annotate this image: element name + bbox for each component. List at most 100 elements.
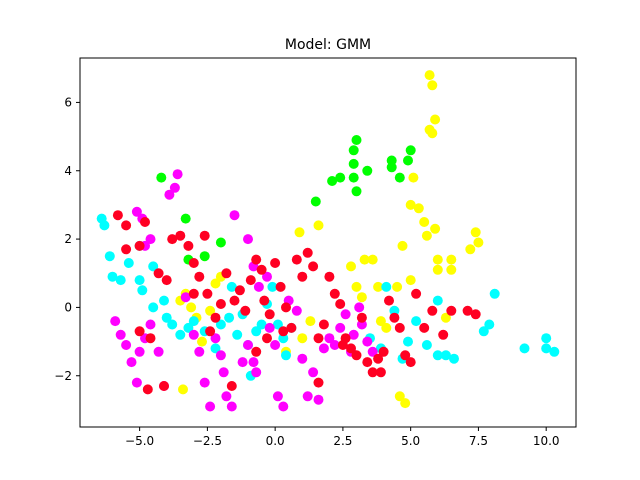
scatter-point [145, 319, 156, 330]
scatter-point [313, 220, 324, 231]
scatter-point [180, 213, 191, 224]
y-axis: −2 0 2 4 6 [54, 95, 80, 383]
scatter-point [278, 333, 289, 344]
scatter-point [367, 254, 378, 265]
scatter-point [432, 350, 443, 361]
scatter-point [470, 227, 481, 238]
scatter-point [381, 322, 392, 333]
scatter-point [137, 285, 148, 296]
scatter-point [134, 346, 145, 357]
scatter-point [346, 261, 356, 272]
scatter-point [205, 305, 216, 316]
scatter-point [251, 254, 262, 265]
scatter-point [400, 398, 411, 409]
scatter-point [270, 258, 281, 268]
scatter-point [243, 340, 253, 350]
scatter-point [419, 217, 430, 227]
scatter-point [226, 281, 237, 292]
scatter-point [291, 254, 302, 265]
y-tick-label: 6 [64, 95, 72, 109]
scatter-point [318, 343, 329, 354]
scatter-point [389, 305, 400, 316]
scatter-point [470, 309, 481, 320]
scatter-point [251, 367, 262, 378]
x-tick-label: 7.5 [469, 434, 488, 448]
scatter-point [478, 326, 489, 337]
scatter-point [180, 292, 191, 303]
scatter-point [362, 336, 373, 347]
scatter-point [394, 322, 405, 333]
scatter-point [115, 275, 126, 286]
scatter-point [432, 254, 443, 265]
scatter-point [403, 155, 413, 166]
scatter-point [153, 346, 164, 357]
scatter-point [403, 336, 413, 347]
scatter-point [161, 312, 172, 323]
scatter-point [438, 329, 449, 340]
scatter-point [427, 128, 438, 139]
scatter-point [367, 367, 378, 378]
scatter-point [351, 350, 362, 361]
scatter-point [440, 350, 451, 361]
scatter-point [440, 312, 451, 323]
scatter-point [446, 305, 457, 316]
scatter-point [381, 281, 392, 292]
scatter-point [351, 135, 362, 145]
scatter-point [202, 288, 213, 299]
y-tick-label: 0 [64, 300, 72, 314]
scatter-point [297, 271, 308, 282]
scatter-point [188, 288, 199, 299]
scatter-point [351, 186, 362, 197]
scatter-point [356, 292, 367, 303]
scatter-point [335, 322, 346, 333]
scatter-point [226, 381, 237, 391]
scatter-point [354, 302, 365, 313]
scatter-point [411, 316, 422, 327]
scatter-point [449, 353, 459, 364]
scatter-point [148, 302, 159, 313]
scatter-point [259, 295, 270, 306]
scatter-point [215, 350, 226, 361]
scatter-point [251, 346, 262, 357]
scatter-point [421, 230, 432, 241]
scatter-point [264, 322, 275, 333]
scatter-point [329, 288, 340, 299]
scatter-point [172, 169, 183, 180]
scatter-point [405, 199, 416, 210]
chart-title: Model: GMM [285, 37, 371, 53]
scatter-point [215, 237, 226, 248]
scatter-point [248, 357, 259, 368]
scatter-point [121, 244, 132, 255]
scatter-point [413, 203, 424, 214]
scatter-point [389, 312, 400, 323]
scatter-point [411, 288, 422, 299]
scatter-point [199, 251, 210, 262]
scatter-point [313, 333, 324, 344]
scatter-point [432, 264, 443, 275]
scatter-point [251, 326, 262, 337]
scatter-point [302, 391, 313, 402]
y-tick-label: −2 [54, 369, 72, 383]
scatter-point [253, 281, 264, 292]
scatter-point [465, 244, 476, 255]
scatter-point [188, 329, 199, 340]
scatter-point [221, 268, 232, 279]
scatter-point [175, 329, 186, 340]
scatter-point [161, 275, 172, 286]
scatter-point [148, 261, 159, 272]
x-tick-label: 10.0 [533, 434, 560, 448]
scatter-point [232, 329, 243, 340]
scatter-point [186, 302, 197, 313]
scatter-point [356, 312, 367, 323]
scatter-point [281, 350, 291, 361]
scatter-point [446, 254, 457, 265]
scatter-point [262, 333, 272, 344]
scatter-point [183, 322, 194, 333]
scatter-point [297, 333, 308, 344]
scatter-point [541, 343, 552, 354]
scatter-point [421, 340, 432, 350]
x-axis: −5.0 −2.5 0.0 2.5 5.0 7.5 10.0 [125, 427, 560, 448]
scatter-point [329, 340, 340, 350]
scatter-point [188, 258, 199, 268]
scatter-point [432, 295, 443, 306]
